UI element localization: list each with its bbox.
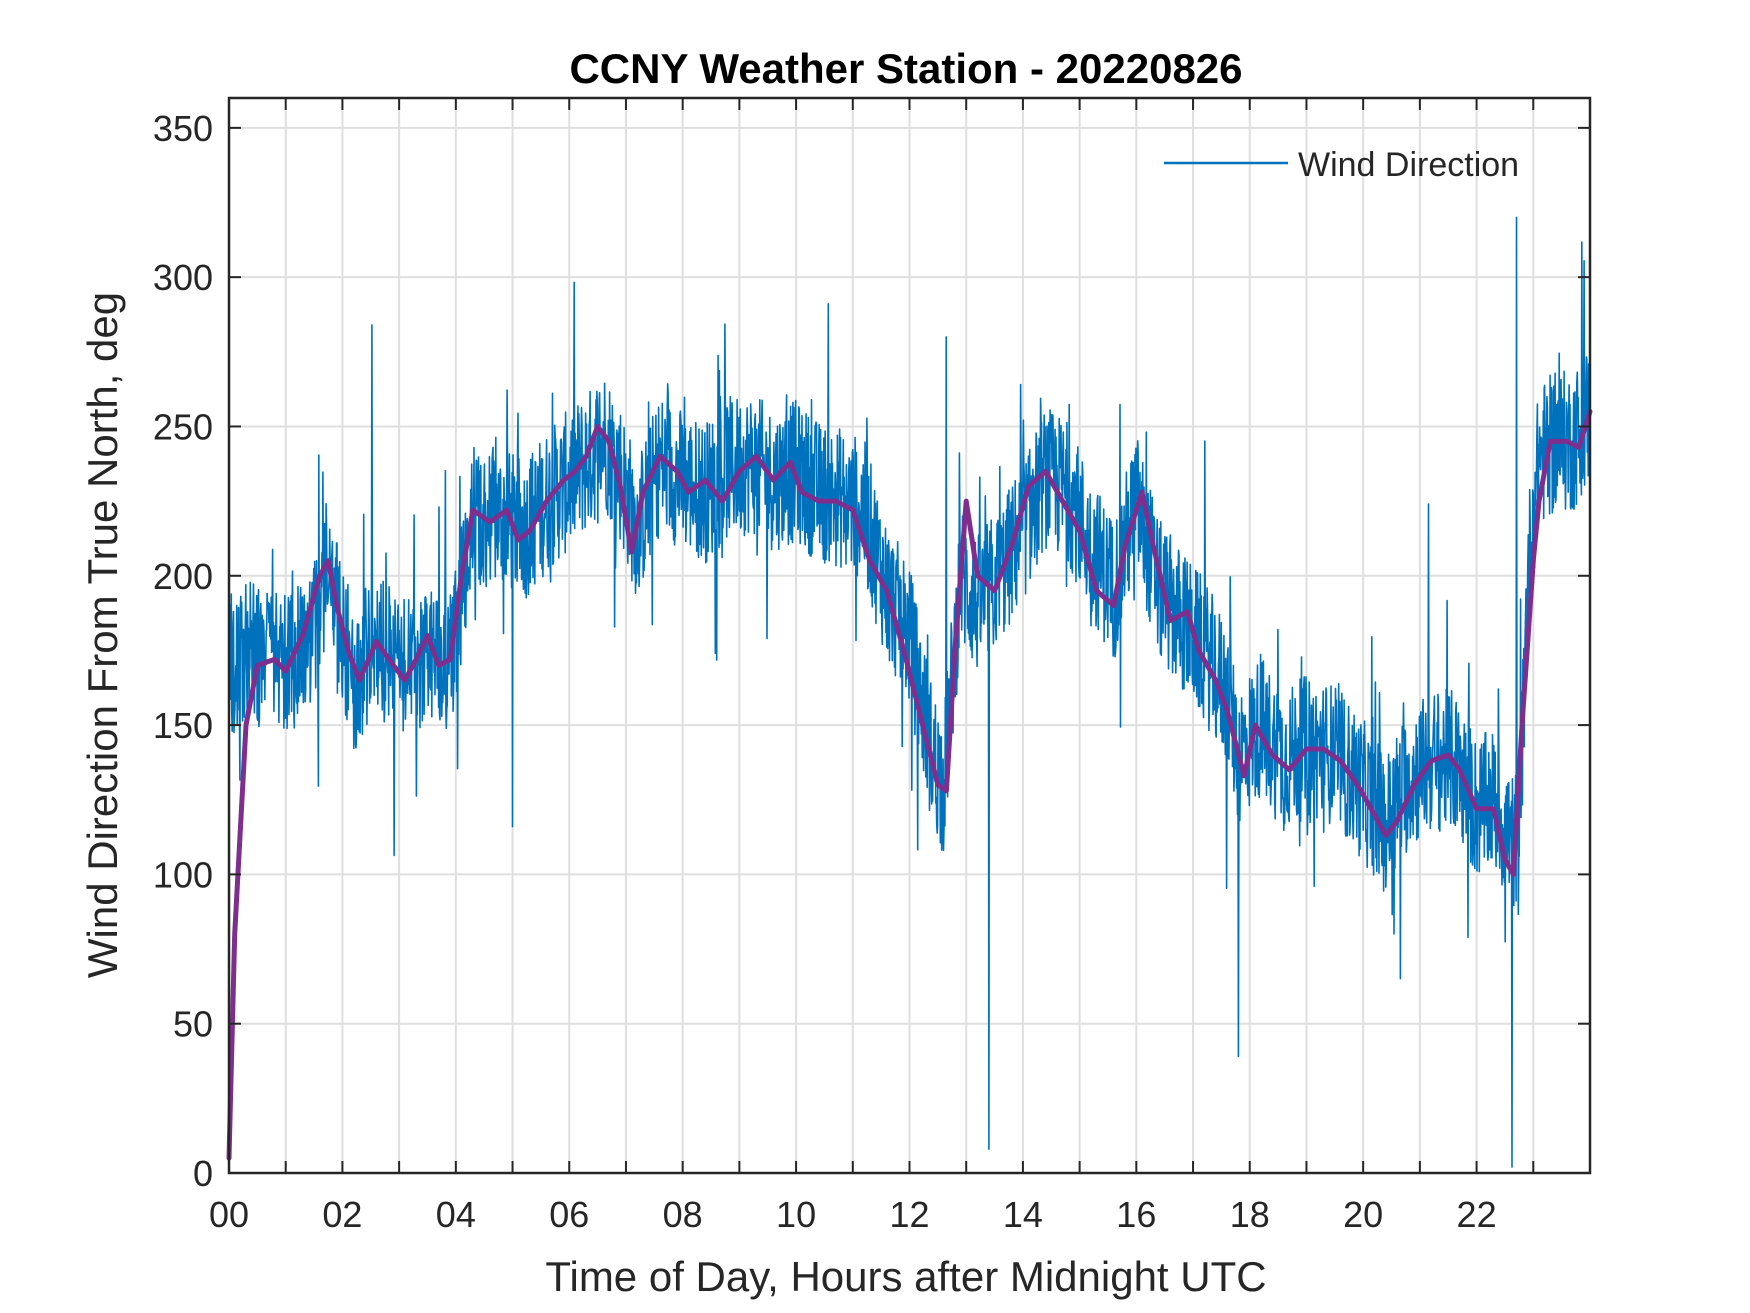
x-tick-label: 14: [1003, 1194, 1043, 1235]
series-line-running-mean: [226, 409, 1593, 1161]
axis-ticks: [229, 98, 1590, 1174]
y-tick-label: 350: [153, 108, 213, 149]
x-tick-label: 06: [549, 1194, 589, 1235]
x-tick-label: 18: [1230, 1194, 1270, 1235]
y-tick-label: 150: [153, 705, 213, 746]
y-tick-label: 300: [153, 257, 213, 298]
y-tick-label: 200: [153, 556, 213, 597]
y-tick-label: 250: [153, 406, 213, 447]
data-series: [226, 216, 1593, 1168]
y-tick-label: 0: [193, 1153, 213, 1194]
x-tick-label: 08: [663, 1194, 703, 1235]
y-tick-label: 100: [153, 854, 213, 895]
x-tick-label: 22: [1457, 1194, 1497, 1235]
x-tick-label: 10: [776, 1194, 816, 1235]
y-tick-label: 50: [173, 1004, 213, 1045]
x-axis-title: Time of Day, Hours after Midnight UTC: [545, 1253, 1266, 1300]
legend-label-wind-direction: Wind Direction: [1298, 146, 1519, 184]
x-tick-label: 04: [436, 1194, 476, 1235]
y-axis-title: Wind Direction From True North, deg: [79, 292, 126, 978]
tick-labels: 0 50 100 150 200 250 300 350 00 02 04 06 08 10 12 14 16 1…: [153, 108, 1497, 1235]
legend: Wind Direction: [1164, 146, 1519, 184]
x-tick-label: 20: [1343, 1194, 1383, 1235]
x-tick-label: 00: [209, 1194, 249, 1235]
x-tick-label: 16: [1116, 1194, 1156, 1235]
x-tick-label: 02: [322, 1194, 362, 1235]
x-tick-label: 12: [889, 1194, 929, 1235]
chart-title: CCNY Weather Station - 20220826: [569, 45, 1242, 92]
